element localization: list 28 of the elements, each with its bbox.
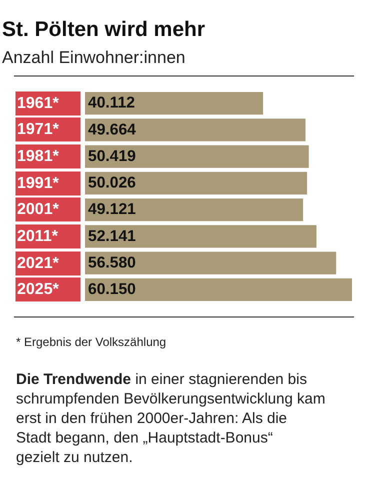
chart-title: St. Pölten wird mehr xyxy=(2,18,206,41)
text: Die Trendwende xyxy=(16,371,132,388)
bar xyxy=(85,278,352,301)
y-tick-label: 2025* xyxy=(17,281,60,298)
bar xyxy=(85,118,306,142)
data-label: 50.419 xyxy=(88,148,136,165)
y-tick-label: 2001* xyxy=(17,201,60,218)
y-tick-label: 1961* xyxy=(17,95,60,112)
data-label: 50.026 xyxy=(88,174,136,192)
bar xyxy=(85,172,308,194)
bar xyxy=(85,225,316,248)
y-tick-label: 1981* xyxy=(17,148,60,165)
data-label: 52.141 xyxy=(88,228,136,245)
text: * Ergebnis der Volkszählung xyxy=(16,335,166,349)
bar xyxy=(85,92,264,115)
data-label: 60.150 xyxy=(88,281,136,298)
y-tick-label: 1971* xyxy=(17,121,60,138)
data-label: 49.664 xyxy=(88,121,136,138)
bar xyxy=(85,198,304,222)
y-tick-label: 2011* xyxy=(17,228,59,245)
data-label: 40.112 xyxy=(88,94,136,112)
bar xyxy=(85,252,336,274)
data-label: 56.580 xyxy=(88,254,136,272)
y-tick-label: 1991* xyxy=(17,175,60,192)
data-label: 49.121 xyxy=(88,201,136,218)
bar xyxy=(85,145,309,168)
chart-subtitle: Anzahl Einwohner:innen xyxy=(2,48,186,67)
y-tick-label: 2021* xyxy=(17,255,60,272)
